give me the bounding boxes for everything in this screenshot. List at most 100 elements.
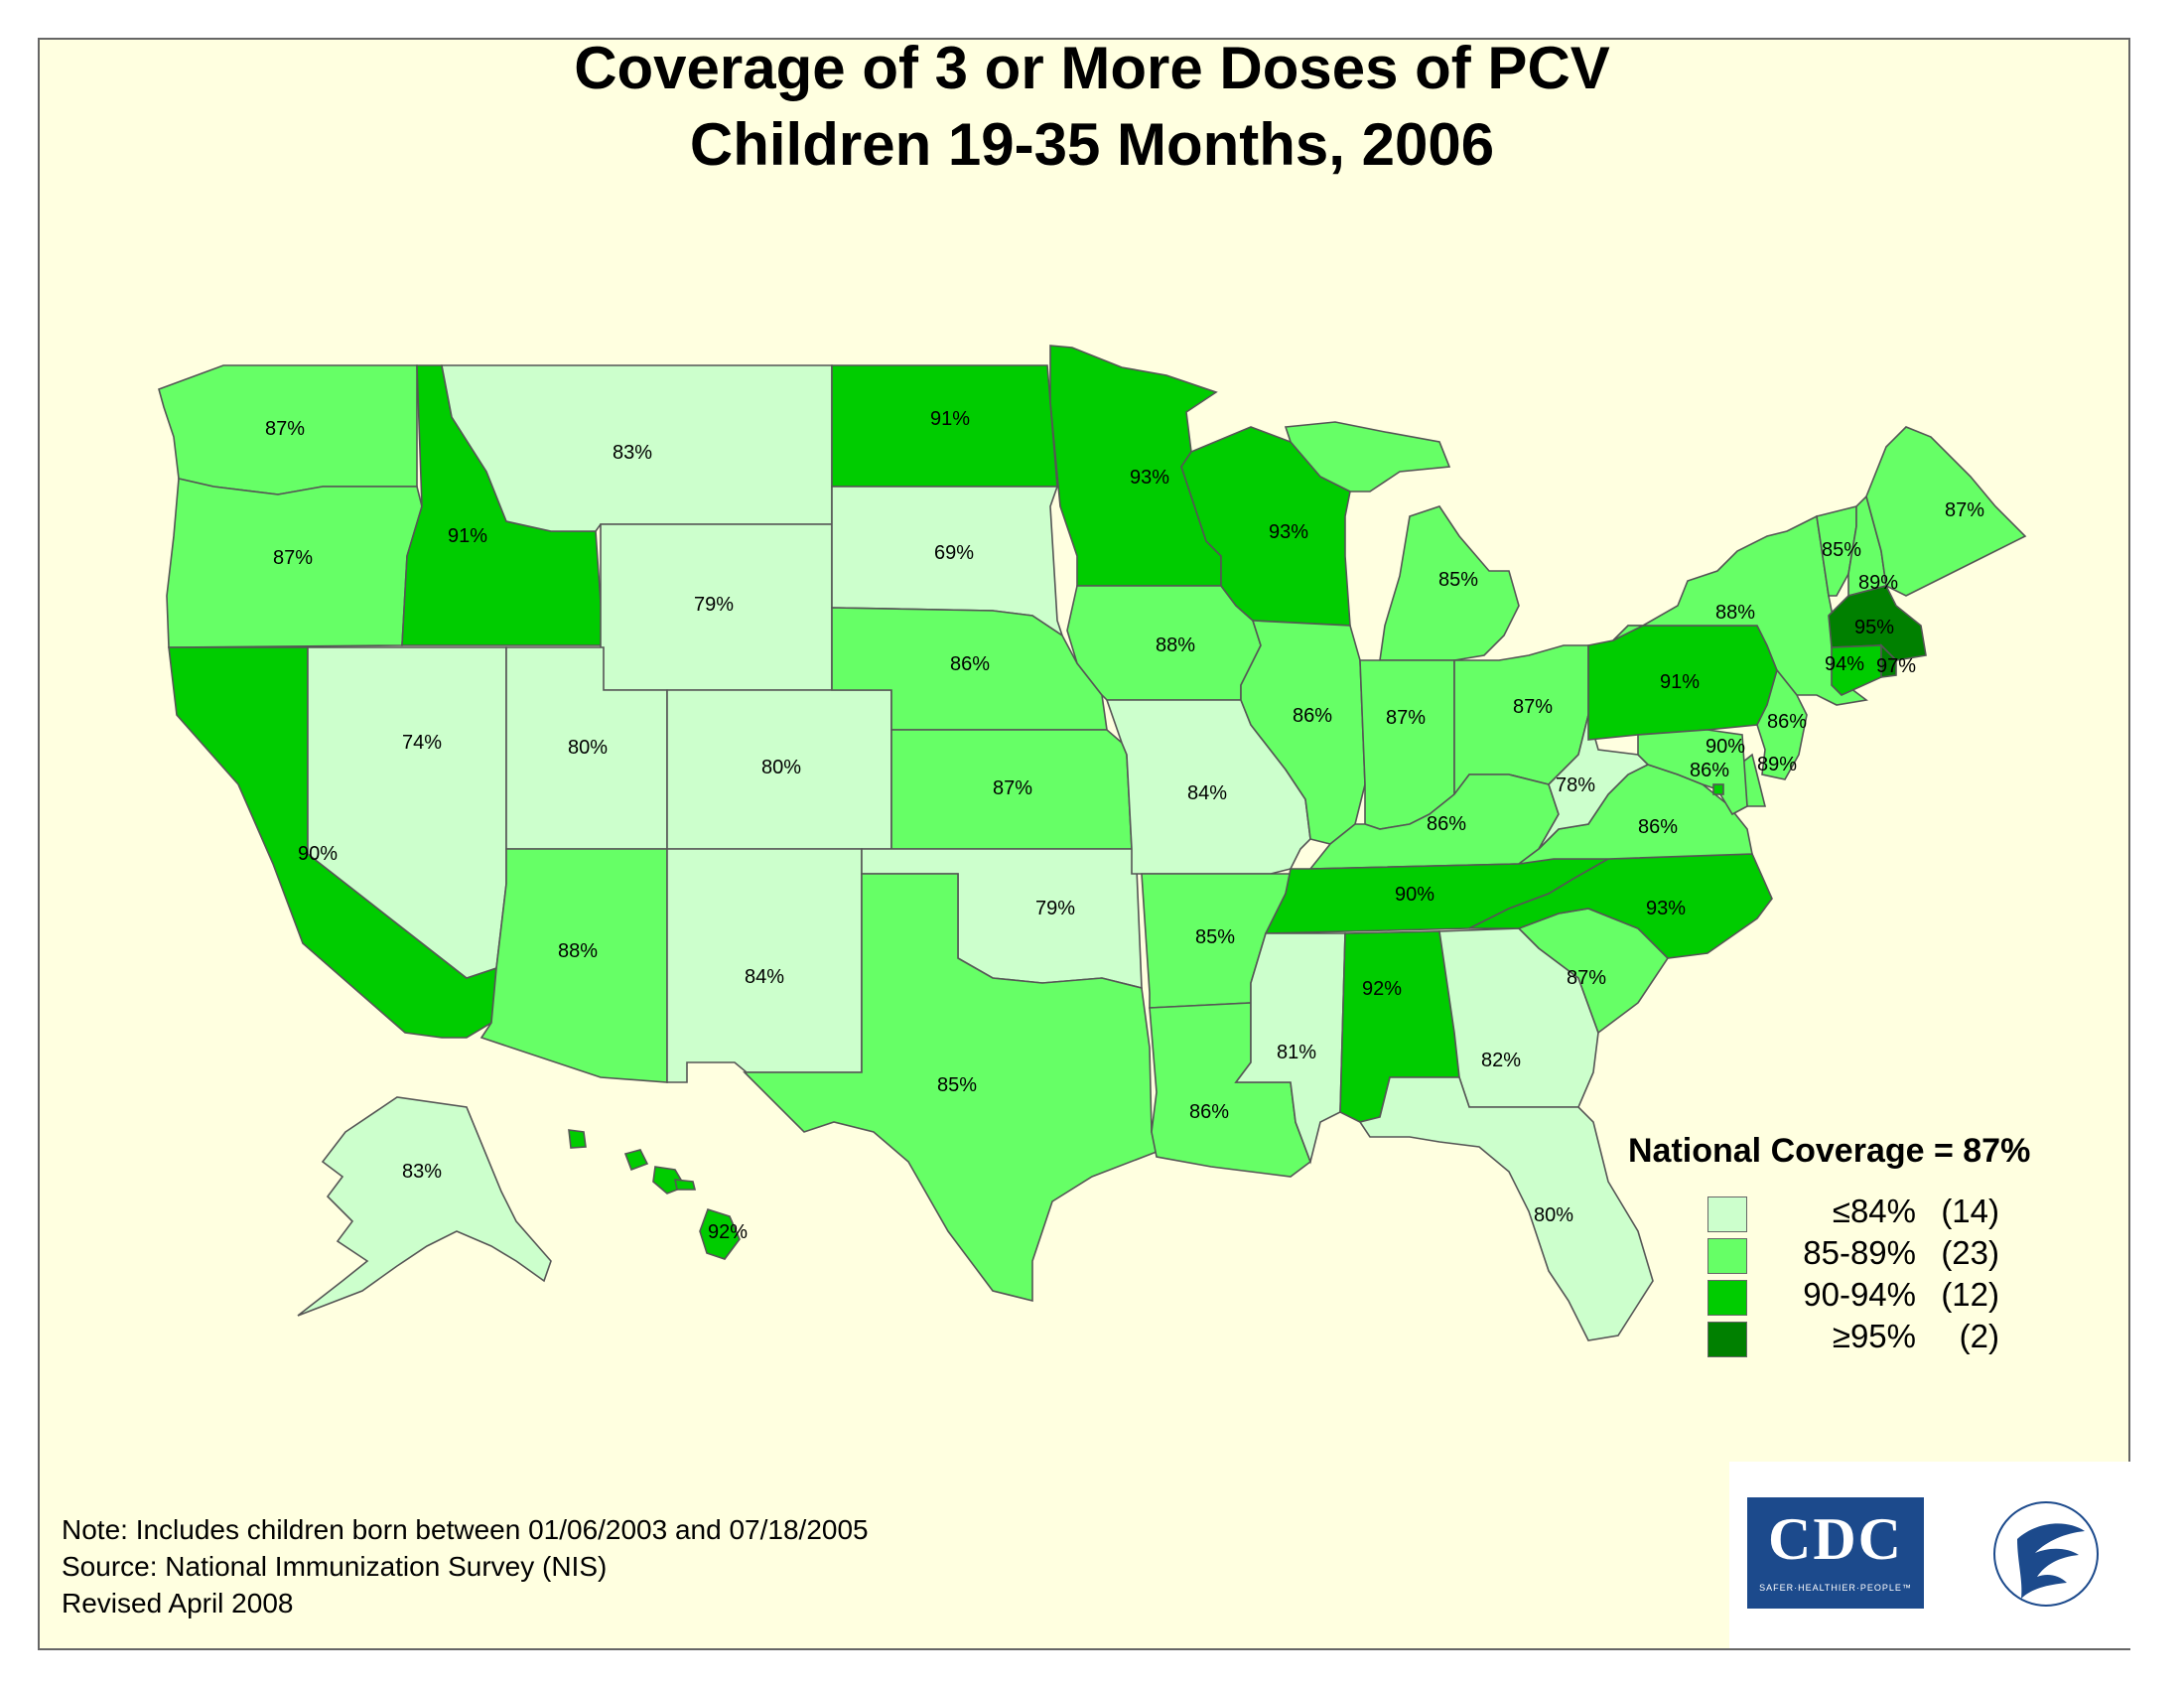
state-MI	[1284, 421, 1451, 492]
label-OK: 79%	[1035, 898, 1075, 919]
state-IN	[1359, 659, 1455, 830]
cdc-logo-tagline: SAFER·HEALTHIER·PEOPLE™	[1759, 1583, 1912, 1593]
eagle-icon	[2017, 1523, 2085, 1599]
legend-row-2: 85-89% (23)	[1628, 1234, 2095, 1276]
label-MO: 84%	[1187, 782, 1227, 804]
label-DE: 89%	[1757, 754, 1797, 775]
legend-count-3: (12)	[1941, 1276, 1999, 1313]
label-MT: 83%	[613, 442, 652, 464]
label-ME: 87%	[1945, 499, 1984, 521]
legend-swatch-4	[1707, 1322, 1747, 1357]
state-value-labels: 87% 87% 90% 91% 74% 83% 79% 80% 88% 80% 84% 91% 69% 8…	[265, 408, 1984, 1243]
label-NY: 88%	[1715, 602, 1755, 624]
footnotes: Note: Includes children born between 01/…	[62, 1511, 869, 1621]
label-WA: 87%	[265, 418, 305, 440]
label-HI: 92%	[708, 1221, 748, 1243]
label-WY: 79%	[694, 594, 734, 616]
label-SD: 69%	[934, 542, 974, 564]
label-IL: 86%	[1293, 705, 1332, 727]
state-HI-kauai	[568, 1129, 587, 1149]
label-IN: 87%	[1386, 707, 1426, 729]
title-line-1: Coverage of 3 or More Doses of PCV	[574, 35, 1610, 101]
state-HI-molokai	[674, 1179, 697, 1191]
legend-swatch-2	[1707, 1238, 1747, 1274]
label-RI: 97%	[1876, 655, 1916, 677]
map-title: Coverage of 3 or More Doses of PCV Child…	[0, 30, 2184, 183]
state-NJ	[1756, 668, 1808, 780]
label-NJ: 86%	[1767, 711, 1807, 733]
label-PA: 91%	[1660, 671, 1700, 693]
label-NH: 89%	[1858, 572, 1898, 594]
label-NV: 74%	[402, 732, 442, 754]
legend-count-1: (14)	[1941, 1193, 1999, 1229]
state-FL	[1358, 1076, 1654, 1341]
label-CO: 80%	[761, 757, 801, 778]
title-line-2: Children 19-35 Months, 2006	[689, 111, 1495, 178]
label-AL: 92%	[1362, 978, 1402, 1000]
label-VT: 85%	[1822, 539, 1861, 561]
label-WV: 78%	[1556, 774, 1595, 796]
label-TX: 85%	[937, 1074, 977, 1096]
label-SC: 87%	[1567, 967, 1606, 989]
label-UT: 80%	[568, 737, 608, 759]
label-MA: 95%	[1854, 617, 1894, 638]
note-source: Source: National Immunization Survey (NI…	[62, 1551, 608, 1582]
cdc-logo: CDC SAFER·HEALTHIER·PEOPLE™	[1747, 1497, 1924, 1609]
note-birth-range: Note: Includes children born between 01/…	[62, 1514, 869, 1545]
state-CT	[1831, 644, 1882, 696]
label-KY: 86%	[1427, 813, 1466, 835]
legend-count-4: (2)	[1959, 1318, 1999, 1354]
label-FL: 80%	[1534, 1204, 1573, 1226]
hhs-eagle-logo	[1993, 1501, 2099, 1607]
label-CA: 90%	[298, 843, 338, 865]
legend-count-2: (23)	[1941, 1234, 1999, 1271]
label-KS: 87%	[993, 777, 1032, 799]
label-NC: 93%	[1646, 898, 1686, 919]
legend-row-1: ≤84% (14)	[1628, 1193, 2095, 1234]
legend-row-3: 90-94% (12)	[1628, 1276, 2095, 1318]
legend: National Coverage = 87% ≤84% (14) 85-89%…	[1628, 1132, 2095, 1359]
label-AK: 83%	[402, 1161, 442, 1183]
state-AZ	[479, 848, 668, 1083]
legend-swatch-1	[1707, 1196, 1747, 1232]
state-AK	[297, 1096, 552, 1317]
label-LA: 86%	[1189, 1101, 1229, 1123]
label-OR: 87%	[273, 547, 313, 569]
legend-range-4: ≥95%	[1832, 1318, 1916, 1354]
label-MS: 81%	[1277, 1042, 1316, 1063]
national-coverage-label: National Coverage = 87%	[1628, 1132, 2031, 1170]
note-revised: Revised April 2008	[62, 1588, 294, 1618]
label-AZ: 88%	[558, 940, 598, 962]
state-MI-lower	[1379, 505, 1520, 661]
state-HI	[699, 1208, 741, 1260]
legend-range-3: 90-94%	[1803, 1276, 1916, 1313]
hhs-seal-ring	[1993, 1501, 2099, 1607]
state-DC	[1712, 783, 1724, 795]
state-RI	[1880, 643, 1897, 678]
state-NC	[1468, 853, 1773, 959]
label-ID: 91%	[448, 525, 487, 547]
label-MD: 86%	[1690, 760, 1729, 781]
label-GA: 82%	[1481, 1050, 1521, 1071]
label-MI: 85%	[1438, 569, 1478, 591]
label-NM: 84%	[745, 966, 784, 988]
state-HI-oahu	[623, 1149, 649, 1172]
label-CT: 94%	[1825, 653, 1864, 675]
cdc-logo-text: CDC	[1768, 1506, 1903, 1572]
legend-range-1: ≤84%	[1832, 1193, 1916, 1229]
label-NE: 86%	[950, 653, 990, 675]
logo-panel: CDC SAFER·HEALTHIER·PEOPLE™	[1729, 1462, 2134, 1648]
label-WI: 93%	[1269, 521, 1308, 543]
label-IA: 88%	[1156, 634, 1195, 656]
label-OH: 87%	[1513, 696, 1553, 718]
legend-swatch-3	[1707, 1280, 1747, 1316]
label-ND: 91%	[930, 408, 970, 430]
label-TN: 90%	[1395, 884, 1434, 906]
label-AR: 85%	[1195, 926, 1235, 948]
legend-row-4: ≥95% (2)	[1628, 1318, 2095, 1359]
state-TX	[743, 873, 1158, 1303]
label-DC: 90%	[1706, 736, 1745, 758]
legend-range-2: 85-89%	[1803, 1234, 1916, 1271]
label-VA: 86%	[1638, 816, 1678, 838]
